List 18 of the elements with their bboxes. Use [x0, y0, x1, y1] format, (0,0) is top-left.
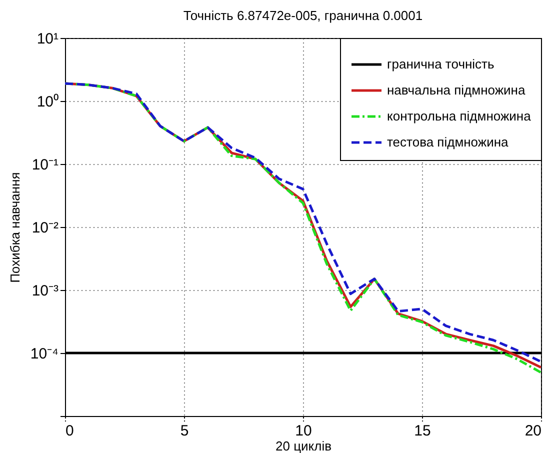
x-tick-label: 5 — [180, 422, 189, 440]
x-tick-label: 10 — [295, 422, 312, 440]
y-axis-title: Похибка навчання — [7, 172, 22, 283]
x-tick-label: 0 — [66, 422, 74, 440]
x-tick-label: 15 — [414, 422, 431, 440]
legend-label: навчальна підмножина — [387, 82, 526, 98]
x-tick-label: 20 — [524, 422, 542, 440]
legend-label: гранична точність — [387, 56, 494, 72]
y-tick-label: 10¹ — [36, 30, 58, 48]
legend-label: тестова підмножина — [387, 134, 510, 150]
legend-label: контрольна підмножина — [387, 108, 532, 124]
y-tick-label: 10⁻² — [32, 220, 58, 236]
y-tick-label: 10⁻⁴ — [30, 346, 58, 362]
y-tick-label: 10⁻¹ — [32, 156, 58, 174]
x-axis-title: 20 циклів — [276, 438, 332, 453]
chart-title: Точність 6.87472e-005, гранична 0.0001 — [183, 8, 423, 23]
y-tick-label: 10⁰ — [36, 94, 58, 110]
y-tick-label: 10⁻³ — [32, 282, 58, 300]
